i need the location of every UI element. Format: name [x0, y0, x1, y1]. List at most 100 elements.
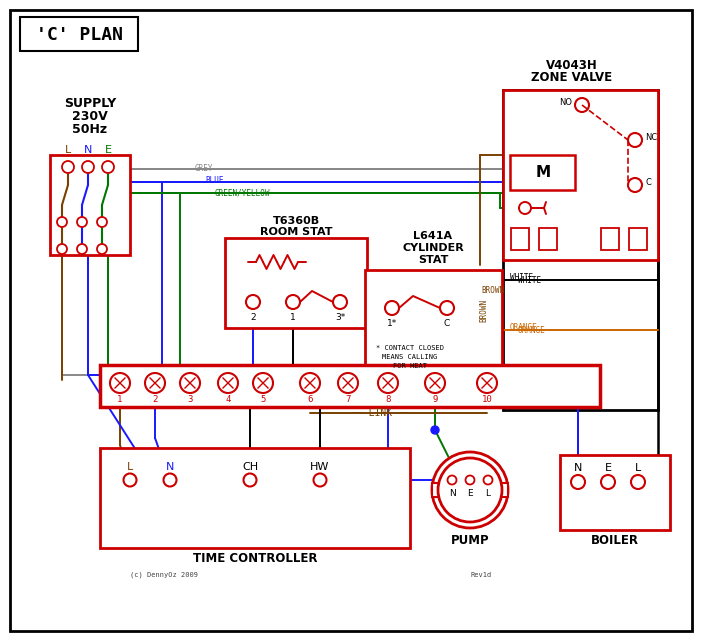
Bar [511, 228, 529, 250]
Text: 50Hz: 50Hz [72, 122, 107, 135]
Text: GREEN/YELLOW: GREEN/YELLOW [215, 188, 270, 197]
Circle shape [628, 133, 642, 147]
Circle shape [333, 295, 347, 309]
Text: SUPPLY: SUPPLY [64, 97, 116, 110]
Circle shape [431, 426, 439, 434]
Text: M: M [536, 165, 550, 179]
Text: BOILER: BOILER [591, 533, 639, 547]
Circle shape [438, 458, 502, 522]
Text: NC: NC [645, 133, 657, 142]
Circle shape [571, 475, 585, 489]
Text: C: C [444, 319, 450, 328]
Circle shape [110, 373, 130, 393]
Text: (c) DennyOz 2009: (c) DennyOz 2009 [130, 572, 198, 578]
Circle shape [575, 98, 589, 112]
Text: 1: 1 [117, 394, 123, 403]
Bar [510, 155, 575, 190]
Text: 6: 6 [307, 394, 312, 403]
Text: 230V: 230V [72, 110, 108, 122]
Circle shape [180, 373, 200, 393]
Text: 'C' PLAN: 'C' PLAN [36, 26, 123, 44]
Text: ZONE VALVE: ZONE VALVE [531, 71, 613, 83]
Circle shape [77, 217, 87, 227]
Circle shape [477, 373, 497, 393]
Bar [100, 448, 410, 548]
Text: 3: 3 [187, 394, 192, 403]
Text: CYLINDER: CYLINDER [402, 243, 464, 253]
Circle shape [314, 474, 326, 487]
Circle shape [484, 476, 493, 485]
Circle shape [145, 373, 165, 393]
Text: ORANGE: ORANGE [518, 326, 545, 335]
Text: BROWN: BROWN [479, 299, 489, 322]
Bar [503, 90, 658, 260]
Bar [365, 270, 502, 380]
Circle shape [218, 373, 238, 393]
Text: 8: 8 [385, 394, 391, 403]
Circle shape [432, 452, 508, 528]
Circle shape [385, 301, 399, 315]
Text: C: C [645, 178, 651, 187]
Text: L: L [635, 463, 641, 473]
Circle shape [57, 244, 67, 254]
Text: 9: 9 [432, 394, 437, 403]
Circle shape [378, 373, 398, 393]
Text: L: L [65, 145, 71, 155]
Bar [503, 90, 658, 410]
Bar [498, 483, 508, 497]
Circle shape [97, 244, 107, 254]
Circle shape [519, 202, 531, 214]
Text: PUMP: PUMP [451, 533, 489, 547]
Circle shape [425, 373, 445, 393]
Text: 4: 4 [225, 394, 231, 403]
Circle shape [62, 161, 74, 173]
Text: L641A: L641A [413, 231, 453, 241]
Circle shape [82, 161, 94, 173]
Text: * CONTACT CLOSED: * CONTACT CLOSED [376, 345, 444, 351]
Text: 1*: 1* [387, 319, 397, 328]
Circle shape [102, 161, 114, 173]
Text: MEANS CALLING: MEANS CALLING [383, 354, 437, 360]
Text: ROOM STAT: ROOM STAT [260, 227, 332, 237]
Text: BLUE: BLUE [205, 176, 223, 185]
Circle shape [628, 178, 642, 192]
Text: STAT: STAT [418, 255, 448, 265]
Circle shape [97, 217, 107, 227]
Text: T6360B: T6360B [272, 216, 319, 226]
Text: FOR HEAT: FOR HEAT [393, 363, 427, 369]
Circle shape [244, 474, 256, 487]
Text: HW: HW [310, 462, 330, 472]
Circle shape [124, 474, 136, 487]
Text: WHITE: WHITE [510, 272, 533, 281]
Text: ORANGE: ORANGE [510, 322, 538, 331]
Text: V4043H: V4043H [546, 58, 598, 72]
Text: N: N [84, 145, 92, 155]
Bar [560, 455, 670, 530]
Text: L: L [127, 462, 133, 472]
Circle shape [77, 244, 87, 254]
Text: WHITE: WHITE [518, 276, 541, 285]
Circle shape [57, 217, 67, 227]
Bar [432, 483, 442, 497]
Text: N: N [166, 462, 174, 472]
Text: 10: 10 [482, 394, 492, 403]
Text: TIME CONTROLLER: TIME CONTROLLER [193, 551, 317, 565]
Text: 2: 2 [152, 394, 158, 403]
Circle shape [338, 373, 358, 393]
Bar [100, 365, 600, 407]
Text: Rev1d: Rev1d [470, 572, 491, 578]
Bar [225, 238, 367, 328]
Circle shape [440, 301, 454, 315]
Bar [539, 228, 557, 250]
Circle shape [300, 373, 320, 393]
Text: NO: NO [559, 97, 572, 106]
Text: 7: 7 [345, 394, 351, 403]
Circle shape [601, 475, 615, 489]
Bar [20, 17, 138, 51]
Text: CH: CH [242, 462, 258, 472]
Circle shape [286, 295, 300, 309]
Circle shape [246, 295, 260, 309]
Circle shape [465, 476, 475, 485]
Circle shape [631, 475, 645, 489]
Text: N: N [449, 488, 456, 497]
